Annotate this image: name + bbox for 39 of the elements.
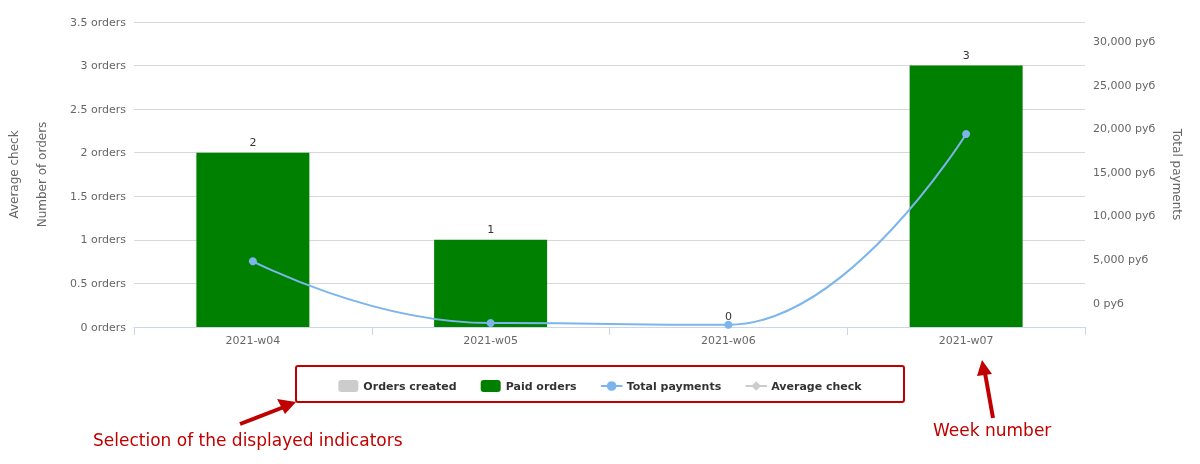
point <box>724 320 733 329</box>
y2-tick-label: 5,000 руб <box>1093 252 1149 266</box>
legend-label: Paid orders <box>505 379 578 393</box>
point <box>486 319 495 328</box>
y2-tick-label: 25,000 руб <box>1093 78 1156 92</box>
y-axis-title: Number of orders <box>35 121 49 228</box>
y-tick-label: 2 orders <box>80 146 127 160</box>
bar <box>434 239 548 327</box>
data-label: 0 <box>724 310 732 323</box>
y2-tick-label: 20,000 руб <box>1093 122 1156 136</box>
data-label: 1 <box>487 222 495 236</box>
data-label: 2 <box>249 135 257 149</box>
x-tick-label: 2021-w06 <box>700 334 756 347</box>
legend-label: Orders created <box>363 379 457 393</box>
bar <box>196 152 310 327</box>
text: Week number <box>933 420 1052 440</box>
y-tick-label: 1 orders <box>80 233 127 247</box>
data-label: 3 <box>962 48 970 62</box>
y-tick-label: 0 orders <box>80 320 127 334</box>
y-tick-label: 3.5 orders <box>69 15 127 29</box>
y3-axis-title: Average check <box>7 130 21 219</box>
y-tick-label: 3 orders <box>80 59 127 73</box>
y-tick-label: 1.5 orders <box>69 189 127 203</box>
y2-axis-title: Total payments <box>1170 127 1184 221</box>
y2-tick-label: 10,000 руб <box>1093 209 1156 223</box>
y2-tick-label: 15,000 руб <box>1093 165 1156 179</box>
point <box>962 129 971 138</box>
x-tick-label: 2021-w05 <box>463 334 519 347</box>
legend-label: Total payments <box>626 379 722 393</box>
x-tick-label: 2021-w04 <box>225 334 281 347</box>
bar <box>909 65 1023 327</box>
text: Selection of the displayed indicators <box>93 430 403 450</box>
y2-tick-label: 0 руб <box>1093 296 1124 310</box>
y-tick-label: 2.5 orders <box>69 102 127 116</box>
y-tick-label: 0.5 orders <box>69 276 127 290</box>
x-tick-label: 2021-w07 <box>938 334 994 347</box>
legend-label: Average check <box>771 379 863 393</box>
point <box>248 257 257 266</box>
y2-tick-label: 30,000 руб <box>1093 35 1156 49</box>
